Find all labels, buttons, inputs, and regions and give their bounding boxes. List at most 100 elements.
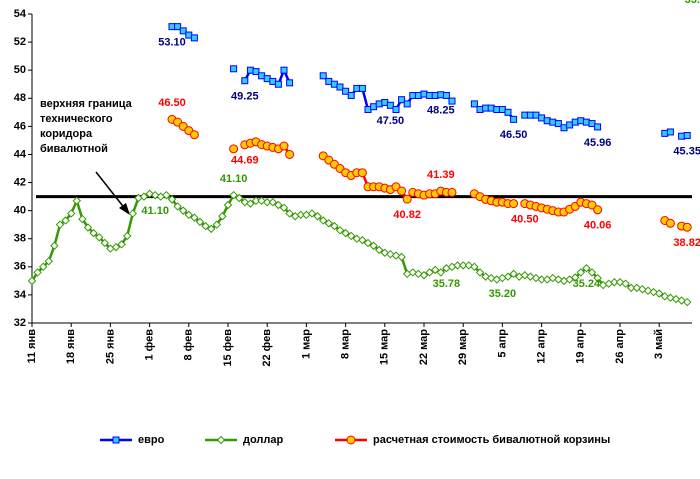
marker	[33, 268, 42, 277]
marker	[229, 144, 239, 154]
data-label: 33.49	[685, 0, 700, 6]
data-label: 40.50	[511, 214, 539, 226]
marker	[430, 265, 440, 275]
data-label: 45.96	[584, 137, 612, 149]
marker	[346, 231, 356, 241]
marker	[167, 195, 177, 204]
marker	[363, 238, 373, 248]
marker	[475, 268, 485, 277]
marker	[521, 111, 529, 119]
marker	[94, 233, 104, 242]
data-label: 40.82	[393, 209, 421, 221]
marker	[380, 248, 390, 257]
marker	[678, 132, 686, 140]
marker	[341, 228, 350, 238]
data-label: 35.20	[489, 288, 517, 300]
marker	[576, 268, 586, 277]
marker	[566, 121, 574, 129]
x-tick-label: 18 янв	[65, 329, 77, 364]
marker	[392, 106, 400, 114]
data-label: 35.78	[433, 278, 461, 290]
marker	[184, 210, 194, 220]
marker	[537, 275, 546, 284]
marker	[403, 100, 411, 108]
marker	[139, 192, 149, 201]
marker	[38, 262, 48, 272]
marker	[318, 216, 328, 225]
legend-marker	[112, 436, 120, 444]
x-tick-label: 11 янв	[26, 329, 38, 364]
data-label: 53.10	[158, 37, 186, 49]
x-tick-label: 29 мар	[457, 329, 469, 365]
y-tick-label: 46	[14, 120, 26, 132]
marker	[280, 66, 288, 74]
marker	[279, 203, 289, 213]
marker	[549, 118, 557, 126]
marker	[610, 278, 619, 287]
data-label: 41.39	[427, 169, 455, 181]
reference-label: верхняя граница	[40, 98, 133, 110]
marker	[274, 200, 283, 210]
data-label: 46.50	[500, 129, 528, 141]
annotation-arrow	[95, 171, 127, 211]
marker	[336, 83, 344, 91]
marker	[425, 268, 434, 277]
marker	[72, 196, 82, 206]
legend-label: доллар	[243, 434, 284, 446]
marker	[504, 108, 512, 116]
x-tick-label: 15 фев	[222, 329, 234, 367]
marker	[324, 219, 334, 228]
marker	[218, 212, 227, 221]
data-label: 49.25	[231, 91, 259, 103]
marker	[330, 221, 339, 231]
marker	[268, 198, 278, 207]
marker	[190, 34, 198, 42]
marker	[313, 212, 322, 221]
marker	[179, 27, 187, 35]
marker	[241, 77, 249, 85]
series-line	[172, 25, 688, 138]
marker	[358, 235, 367, 245]
marker	[582, 264, 591, 273]
x-tick-label: 22 мар	[418, 329, 430, 365]
x-tick-label: 1 фев	[144, 329, 156, 361]
x-tick-label: 3 май	[653, 329, 665, 359]
marker	[419, 271, 429, 280]
y-tick-label: 44	[14, 148, 27, 160]
marker	[458, 261, 468, 270]
marker	[442, 91, 450, 99]
marker	[223, 200, 233, 210]
marker	[386, 101, 394, 109]
x-tick-label: 5 апр	[496, 329, 508, 358]
marker	[397, 252, 406, 262]
reference-label: коридора	[40, 128, 93, 140]
legend-label: евро	[138, 434, 165, 446]
marker	[347, 91, 355, 99]
marker	[307, 209, 317, 218]
marker	[666, 128, 674, 136]
annotation-arrowhead	[119, 203, 130, 215]
data-label: 41.10	[220, 173, 248, 185]
marker	[369, 241, 378, 250]
x-tick-label: 1 мар	[300, 329, 312, 359]
x-tick-label: 8 фев	[183, 329, 195, 361]
marker	[402, 194, 412, 204]
marker	[683, 131, 691, 139]
marker	[593, 205, 603, 215]
marker	[162, 190, 171, 200]
marker	[398, 96, 406, 104]
y-tick-label: 40	[14, 205, 26, 217]
data-label: 44.69	[231, 155, 259, 167]
marker	[570, 273, 580, 282]
marker	[50, 241, 59, 250]
marker	[78, 214, 87, 224]
marker	[286, 79, 294, 87]
marker	[212, 220, 222, 229]
data-label: 45.35	[673, 145, 700, 157]
marker	[246, 199, 255, 208]
marker	[262, 198, 272, 207]
y-tick-label: 38	[14, 233, 26, 245]
x-tick-label: 22 фев	[261, 329, 273, 367]
legend-label: расчетная стоимость бивалютной корзины	[373, 434, 610, 446]
marker	[61, 216, 70, 225]
